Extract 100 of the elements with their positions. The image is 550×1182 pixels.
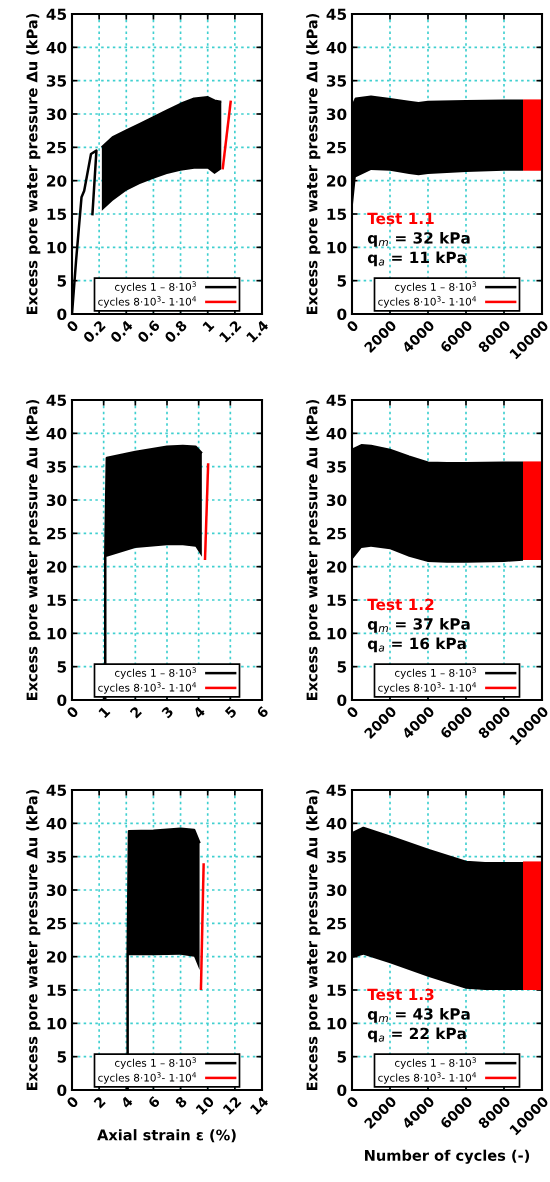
legend-label: cycles 1 – 8·10$^{3}$: [114, 281, 196, 293]
y-axis-title: Excess pore water pressure Δu (kPa): [26, 789, 41, 1091]
y-tick-label: 10: [327, 241, 347, 254]
y-tick-label: 35: [326, 461, 347, 473]
y-tick-label: 5: [337, 1051, 347, 1063]
x-tick-label: 0.4: [109, 319, 134, 344]
y-tick-label: 0: [57, 1084, 67, 1097]
y-tick-label: 25: [47, 141, 67, 154]
annotation: q$_{a}$ = 11 kPa: [367, 251, 466, 267]
y-tick-label: 20: [327, 561, 347, 573]
legend-label: cycles 8·10$^{3}$- 1·10$^{4}$: [98, 296, 197, 308]
annotation: Test 1.1: [367, 212, 434, 225]
y-tick-label: 35: [326, 75, 347, 87]
x-tick-label: 8: [174, 1095, 188, 1109]
y-tick-label: 40: [326, 817, 347, 830]
y-axis-title: Excess pore water pressure Δu (kPa): [306, 399, 321, 701]
legend-label: cycles 8·10$^{3}$- 1·10$^{4}$: [378, 1072, 477, 1084]
y-tick-label: 35: [326, 851, 347, 863]
y-tick-label: 35: [46, 461, 67, 473]
y-tick-label: 0: [57, 308, 67, 321]
legend-label: cycles 8·10$^{3}$- 1·10$^{4}$: [98, 682, 197, 694]
y-tick-label: 25: [327, 141, 347, 154]
y-axis-title: Excess pore water pressure Δu (kPa): [306, 789, 321, 1091]
y-tick-label: 35: [46, 75, 67, 87]
y-tick-label: 20: [47, 175, 67, 187]
x-tick-label: 14: [249, 1095, 270, 1115]
y-tick-label: 30: [46, 108, 67, 121]
y-tick-label: 45: [326, 8, 347, 21]
legend-label: cycles 1 – 8·10$^{3}$: [394, 1057, 476, 1069]
y-tick-label: 20: [47, 561, 67, 573]
x-tick-label: 1: [202, 319, 215, 333]
y-tick-label: 30: [46, 884, 67, 897]
annotation: q$_{a}$ = 22 kPa: [367, 1027, 466, 1043]
y-tick-label: 45: [326, 784, 347, 797]
y-tick-label: 15: [327, 594, 347, 607]
annotation: q$_{m}$ = 37 kPa: [367, 617, 470, 633]
y-tick-label: 5: [57, 275, 67, 287]
x-tick-label: 0.6: [136, 319, 161, 344]
y-tick-label: 10: [47, 1017, 67, 1030]
y-tick-label: 10: [327, 627, 347, 640]
legend-label: cycles 1 – 8·10$^{3}$: [394, 667, 476, 679]
x-tick-label: 0.8: [163, 319, 188, 344]
y-tick-label: 0: [337, 308, 347, 321]
y-tick-label: 35: [46, 851, 67, 863]
annotation: q$_{a}$ = 16 kPa: [367, 637, 466, 653]
y-tick-label: 25: [47, 917, 67, 930]
y-tick-label: 40: [46, 427, 67, 440]
y-tick-label: 45: [326, 394, 347, 407]
x-tick-label: 2: [93, 1095, 106, 1109]
legend-label: cycles 8·10$^{3}$- 1·10$^{4}$: [378, 296, 477, 308]
y-tick-label: 25: [327, 917, 347, 930]
y-tick-label: 25: [327, 527, 347, 540]
y-tick-label: 30: [326, 494, 347, 507]
y-tick-label: 40: [46, 817, 67, 830]
x-axis-title: Number of cycles (-): [365, 1149, 530, 1164]
x-tick-label: 6: [255, 705, 270, 719]
y-tick-label: 30: [326, 108, 347, 121]
y-tick-label: 25: [47, 527, 67, 540]
y-tick-label: 30: [46, 494, 67, 507]
legend-label: cycles 1 – 8·10$^{3}$: [114, 667, 196, 679]
y-tick-label: 30: [326, 884, 347, 897]
x-tick-label: 2: [129, 705, 142, 719]
x-tick-label: 3: [161, 705, 174, 719]
legend-label: cycles 8·10$^{3}$- 1·10$^{4}$: [378, 682, 477, 694]
y-tick-label: 5: [57, 661, 67, 673]
y-tick-label: 45: [46, 784, 67, 797]
y-tick-label: 15: [47, 208, 67, 221]
x-tick-label: 0.2: [82, 319, 106, 344]
y-tick-label: 15: [47, 594, 67, 607]
y-axis-title: Excess pore water pressure Δu (kPa): [26, 399, 41, 701]
y-tick-label: 5: [57, 1051, 67, 1063]
y-tick-label: 20: [47, 951, 67, 963]
y-tick-label: 20: [327, 175, 347, 187]
annotation: q$_{m}$ = 32 kPa: [367, 231, 470, 247]
y-tick-label: 45: [46, 8, 67, 21]
annotation: q$_{m}$ = 43 kPa: [367, 1007, 470, 1023]
x-tick-label: 12: [222, 1095, 242, 1115]
x-tick-label: 4: [120, 1095, 134, 1109]
x-tick-label: 1: [98, 705, 111, 719]
y-tick-label: 0: [337, 1084, 347, 1097]
x-tick-label: 4: [192, 705, 206, 719]
y-axis-title: Excess pore water pressure Δu (kPa): [26, 13, 41, 315]
y-tick-label: 20: [327, 951, 347, 963]
x-tick-label: 1.2: [218, 319, 242, 343]
x-tick-label: 1.4: [246, 319, 270, 343]
legend-label: cycles 1 – 8·10$^{3}$: [394, 281, 476, 293]
y-tick-label: 10: [327, 1017, 347, 1030]
y-tick-label: 10: [47, 627, 67, 640]
y-tick-label: 15: [47, 984, 67, 997]
y-tick-label: 45: [46, 394, 67, 407]
y-tick-label: 40: [46, 41, 67, 54]
y-tick-label: 40: [326, 41, 347, 54]
legend-label: cycles 8·10$^{3}$- 1·10$^{4}$: [98, 1072, 197, 1084]
annotation: Test 1.2: [367, 598, 434, 611]
annotation: Test 1.3: [367, 988, 434, 1001]
x-tick-label: 5: [224, 705, 238, 719]
y-tick-label: 40: [326, 427, 347, 440]
y-tick-label: 15: [327, 984, 347, 997]
x-tick-label: 6: [147, 1095, 161, 1109]
y-axis-title: Excess pore water pressure Δu (kPa): [306, 13, 321, 315]
